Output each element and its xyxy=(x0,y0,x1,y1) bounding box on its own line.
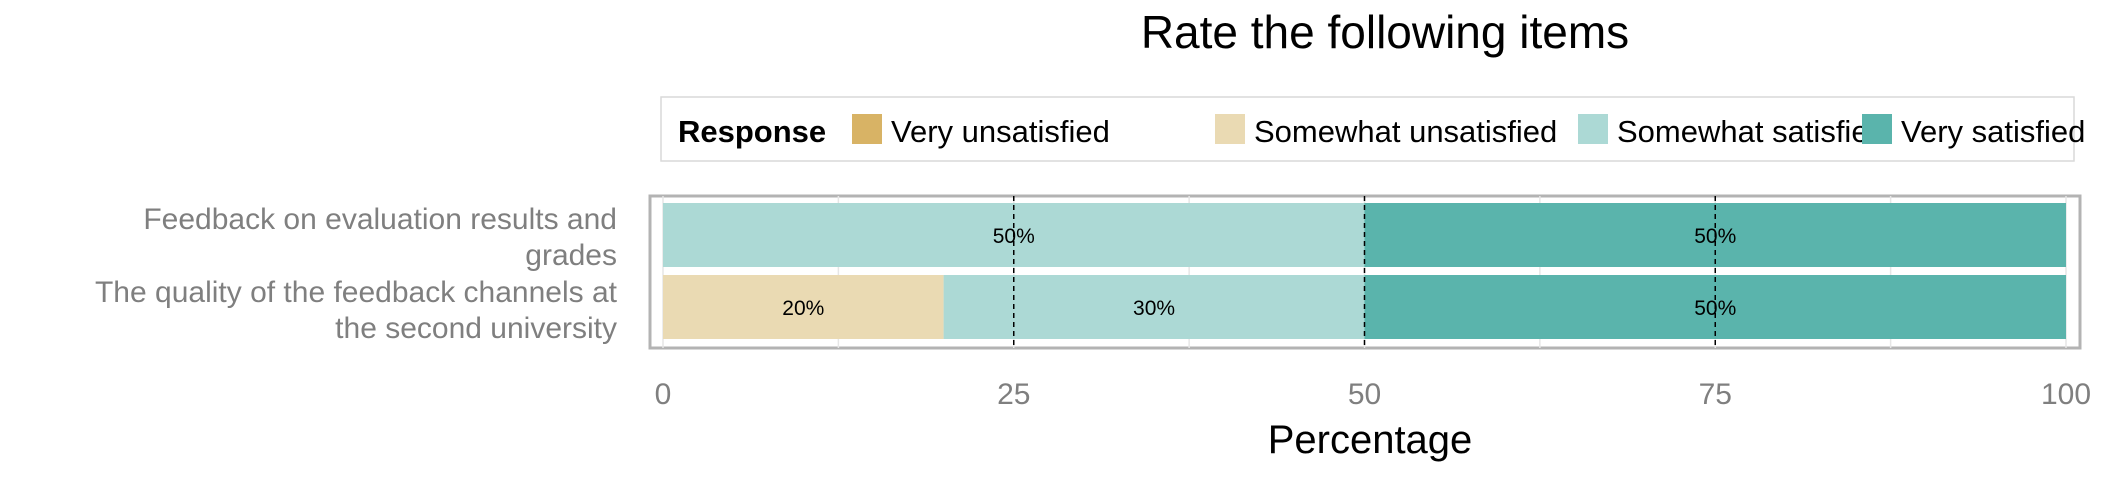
bar-segment xyxy=(663,275,944,339)
x-tick-label: 0 xyxy=(655,378,672,411)
bar-value-label: 20% xyxy=(782,297,824,320)
plot-area: 50% 50%20% 30% 50% xyxy=(648,194,2082,350)
legend-key xyxy=(1215,114,1245,144)
legend-label: Very unsatisfied xyxy=(891,114,1110,149)
x-tick-label: 100 xyxy=(2041,378,2091,411)
legend-box xyxy=(660,96,2075,162)
x-axis-label: Percentage xyxy=(1268,418,1473,462)
bar-value-label: 30% xyxy=(1133,297,1175,320)
legend: Response Very unsatisfied Somewhat unsatis… xyxy=(660,96,2085,162)
legend-label: Somewhat unsatisfied xyxy=(1254,114,1557,149)
legend-key xyxy=(852,114,882,144)
category-label: Feedback on evaluation results and grades xyxy=(143,203,617,272)
x-tick-label: 75 xyxy=(1699,378,1732,411)
x-tick-label: 50 xyxy=(1348,378,1381,411)
y-axis-categories: Feedback on evaluation results and grades… xyxy=(95,203,618,345)
legend-key xyxy=(1578,114,1608,144)
legend-label: Somewhat satisfied xyxy=(1617,114,1886,149)
legend-key xyxy=(1862,114,1892,144)
category-label: The quality of the feedback channels at t… xyxy=(95,276,618,345)
x-tick-label: 25 xyxy=(997,378,1030,411)
x-axis-ticks: 0 25 50 75 100 xyxy=(655,378,2091,411)
legend-title: Response xyxy=(678,114,826,149)
chart-title: Rate the following items xyxy=(1141,6,1629,58)
legend-label: Very satisfied xyxy=(1901,114,2085,149)
